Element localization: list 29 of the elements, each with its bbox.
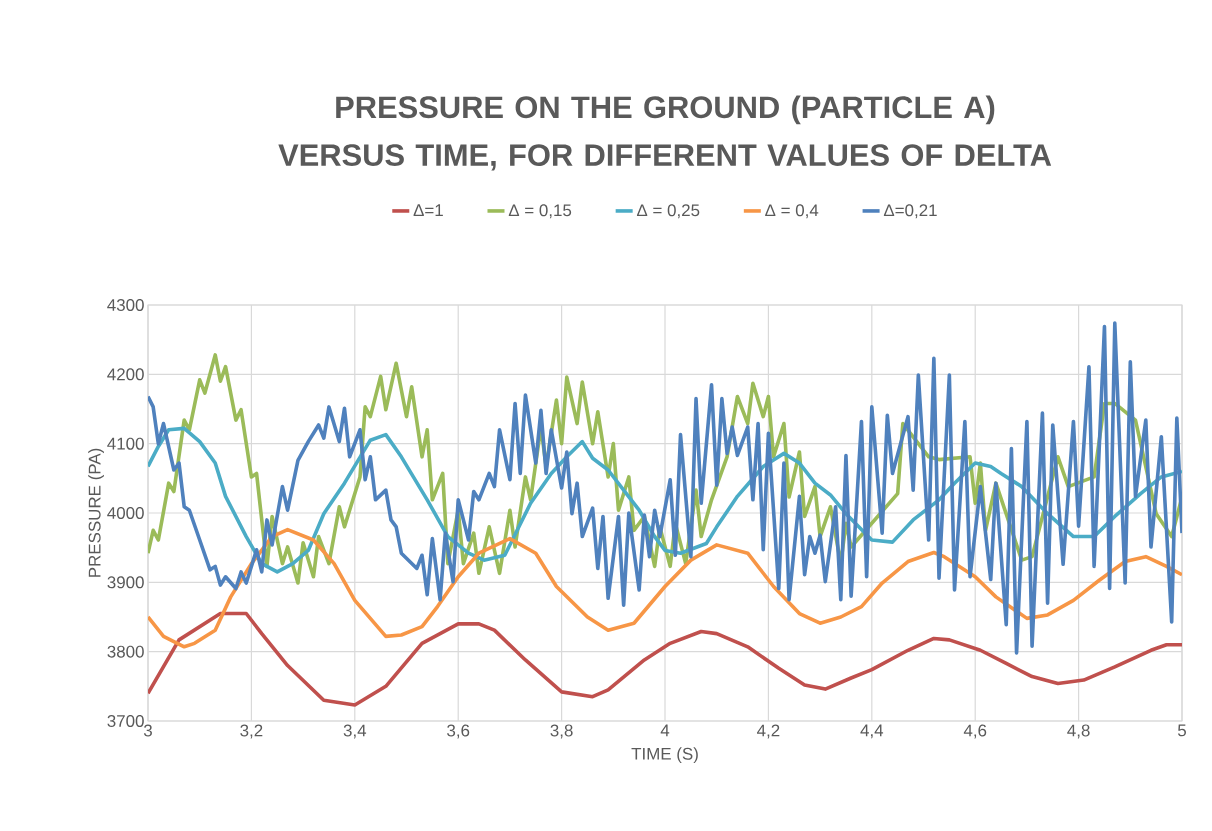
x-tick-label: 4,2 — [757, 724, 780, 739]
x-tick-label: 3,6 — [447, 724, 470, 739]
legend-label: Δ = 0,25 — [636, 204, 700, 219]
y-tick-label: 3700 — [107, 714, 144, 727]
x-axis-title: TIME (S) — [631, 747, 698, 764]
y-tick-label: 4100 — [107, 437, 144, 450]
y-tick-label: 4000 — [107, 506, 144, 519]
x-tick-label: 4,4 — [860, 724, 884, 739]
y-axis-title: PRESSURE (PA) — [88, 448, 104, 577]
chart-title: PRESSURE ON THE GROUND (PARTICLE A) VERSUS TIME, FOR DIFFERENT VALUES OF DELTA — [278, 95, 1052, 171]
legend-label: Δ = 0,4 — [765, 204, 819, 219]
y-tick-label: 4200 — [107, 368, 144, 381]
y-tick-label: 3900 — [107, 576, 144, 589]
x-tick-label: 5 — [1177, 724, 1186, 737]
line-series — [148, 321, 1183, 655]
x-tick-label: 3,4 — [343, 724, 367, 739]
y-tick-label: 3800 — [107, 645, 144, 658]
x-tick-label: 3,8 — [550, 724, 573, 739]
legend-label: Δ=0,21 — [883, 204, 937, 219]
y-tick-label: 4300 — [107, 298, 144, 311]
x-tick-label: 3 — [143, 724, 152, 737]
x-tick-label: 4,8 — [1067, 724, 1090, 739]
x-tick-label: 4,6 — [963, 724, 987, 739]
line-series — [148, 611, 1183, 707]
x-tick-label: 3,2 — [240, 724, 263, 739]
legend-label: Δ=1 — [413, 204, 443, 217]
line-series — [148, 527, 1183, 649]
x-tick-label: 4 — [660, 724, 670, 737]
legend-label: Δ = 0,15 — [508, 204, 572, 219]
